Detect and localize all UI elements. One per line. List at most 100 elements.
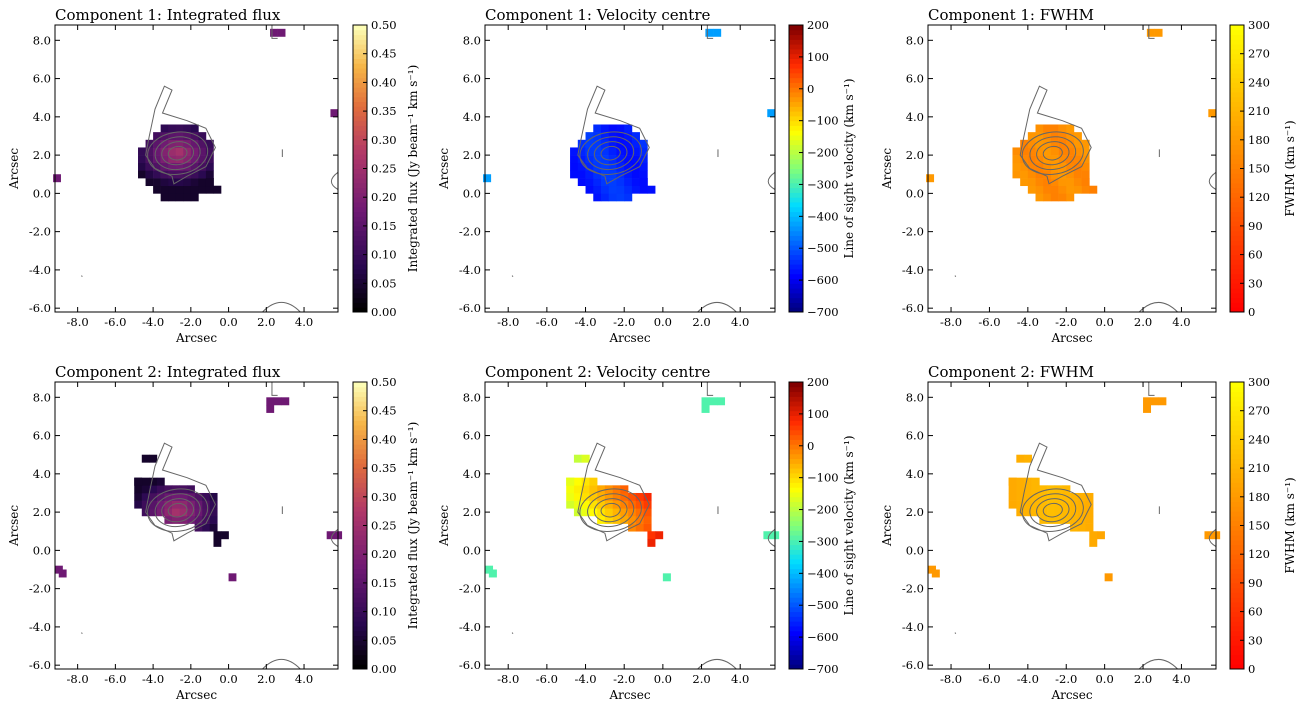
heatmap-pixel bbox=[717, 397, 726, 406]
colorbar-step bbox=[353, 201, 367, 208]
heatmap-pixel bbox=[190, 139, 199, 148]
heatmap-pixel bbox=[581, 485, 590, 494]
heatmap-pixel bbox=[141, 492, 150, 501]
heatmap-pixel bbox=[156, 492, 165, 501]
colorbar-step bbox=[1230, 63, 1244, 69]
panel-5: -8.0 -6.0 -4.0 -2.0 0.0 2.0 4.0 -6.0 -4.0 -2.0 0.0… bbox=[437, 363, 856, 702]
heatmap-pixel bbox=[149, 500, 158, 509]
heatmap-pixel bbox=[1058, 170, 1067, 179]
x-tick-label: -4.0 bbox=[142, 315, 164, 329]
heatmap-pixel bbox=[183, 185, 192, 194]
colorbar-step bbox=[353, 640, 367, 646]
contour-outline bbox=[1019, 85, 1092, 185]
heatmap-pixel bbox=[593, 170, 602, 179]
heatmap-pixel bbox=[149, 485, 158, 494]
x-axis-label: Arcsec bbox=[175, 331, 217, 345]
colorbar-tick-label: 0 bbox=[1248, 662, 1255, 676]
heatmap-pixel bbox=[926, 174, 935, 183]
heatmap-pixel bbox=[1058, 155, 1067, 164]
heatmap-pixel bbox=[1077, 515, 1086, 524]
colorbar-step bbox=[789, 39, 803, 45]
heatmap-pixel bbox=[198, 170, 207, 179]
colorbar-step bbox=[353, 72, 367, 79]
heatmap-pixel bbox=[616, 178, 625, 187]
heatmap-pixel bbox=[1020, 139, 1029, 148]
heatmap-pixel bbox=[145, 155, 154, 164]
x-tick-label: -6.0 bbox=[978, 315, 1000, 329]
heatmap-pixel bbox=[1143, 404, 1152, 413]
heatmap-pixel bbox=[635, 523, 644, 532]
heatmap-pixel bbox=[160, 132, 169, 141]
colorbar-step bbox=[1230, 77, 1244, 83]
heatmap-pixel bbox=[1204, 531, 1213, 540]
colorbar-step bbox=[789, 201, 803, 208]
colorbar-step bbox=[1230, 382, 1244, 388]
heatmap-pixel bbox=[171, 515, 180, 524]
heatmap-pixel bbox=[593, 132, 602, 141]
heatmap-pixel bbox=[585, 139, 594, 148]
heatmap-pixel bbox=[168, 185, 177, 194]
heatmap-pixel bbox=[160, 124, 169, 133]
heatmap-pixel bbox=[198, 162, 207, 171]
heatmap-pixel bbox=[1050, 178, 1059, 187]
heatmap-pixel bbox=[631, 170, 640, 179]
heatmap-pixel bbox=[1050, 124, 1059, 133]
y-tick-label: -2.0 bbox=[459, 582, 481, 596]
colorbar-step bbox=[1230, 254, 1244, 260]
y-tick-label: -6.0 bbox=[459, 301, 481, 315]
heatmap-pixel bbox=[593, 124, 602, 133]
heatmap-pixel bbox=[175, 185, 184, 194]
colorbar-step bbox=[1230, 525, 1244, 531]
colorbar-step bbox=[353, 664, 367, 670]
heatmap-pixel bbox=[134, 485, 143, 494]
heatmap-pixel bbox=[1070, 508, 1079, 517]
colorbar-step bbox=[353, 187, 367, 193]
heatmap-pixel bbox=[1081, 178, 1090, 187]
heatmap-pixel bbox=[153, 185, 161, 194]
colorbar-step bbox=[1230, 396, 1244, 402]
colorbar-step bbox=[789, 640, 803, 646]
colorbar-step bbox=[353, 549, 367, 555]
contour-bottom bbox=[262, 301, 301, 313]
heatmap-pixel bbox=[153, 162, 161, 171]
colorbar-step bbox=[789, 382, 803, 388]
colorbar-step bbox=[1230, 58, 1244, 64]
colorbar-step bbox=[789, 187, 803, 193]
colorbar-step bbox=[789, 278, 803, 284]
colorbar-tick-label: 240 bbox=[1248, 432, 1270, 446]
heatmap-pixel bbox=[1012, 147, 1021, 156]
colorbar-tick-label: 30 bbox=[1248, 276, 1263, 290]
heatmap-pixel bbox=[585, 162, 594, 171]
colorbar-step bbox=[353, 654, 367, 660]
colorbar-tick-label: 270 bbox=[1248, 404, 1270, 418]
colorbar-step bbox=[1230, 578, 1244, 584]
heatmap-pixel bbox=[631, 132, 640, 141]
x-tick-label: -2.0 bbox=[613, 315, 635, 329]
colorbar-step bbox=[1230, 496, 1244, 503]
colorbar-step bbox=[789, 25, 803, 31]
heatmap-pixel bbox=[209, 500, 218, 509]
y-tick-label: 0.0 bbox=[463, 186, 481, 200]
heatmap-pixel bbox=[209, 492, 218, 501]
heatmap-pixel bbox=[175, 193, 184, 202]
heatmap-pixel bbox=[767, 109, 776, 118]
colorbar-step bbox=[1230, 39, 1244, 45]
colorbar-step bbox=[353, 501, 367, 507]
panel-title: Component 2: Velocity centre bbox=[485, 363, 710, 381]
heatmap-pixel bbox=[597, 492, 606, 501]
colorbar-step bbox=[1230, 96, 1244, 103]
y-tick-label: -4.0 bbox=[29, 263, 51, 277]
colorbar-step bbox=[789, 501, 803, 507]
colorbar-step bbox=[353, 539, 367, 546]
y-tick-label: 0.0 bbox=[906, 186, 924, 200]
colorbar-step bbox=[789, 448, 803, 455]
colorbar-step bbox=[1230, 130, 1244, 136]
heatmap-pixel bbox=[198, 185, 207, 194]
colorbar-step bbox=[1230, 149, 1244, 155]
heatmap-pixel bbox=[608, 124, 617, 133]
heatmap-pixel bbox=[160, 193, 169, 202]
colorbar-step bbox=[789, 396, 803, 402]
heatmap-pixel bbox=[631, 162, 640, 171]
heatmap-pixel bbox=[1077, 500, 1086, 509]
colorbar-step bbox=[789, 292, 803, 299]
